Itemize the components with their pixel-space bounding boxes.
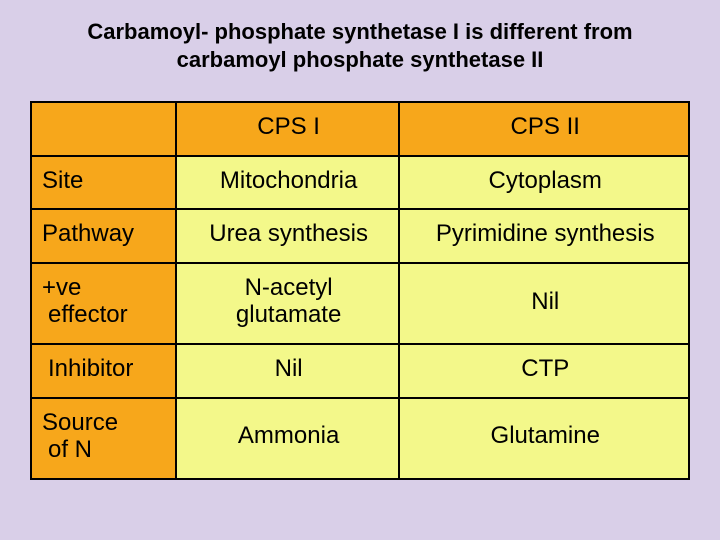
label-line: +ve [42,274,167,302]
table-row: Source of N Ammonia Glutamine [31,398,689,479]
row-label-effector: +ve effector [31,263,176,344]
row-label-source: Source of N [31,398,176,479]
header-cps1: CPS I [176,102,400,156]
cell: Pyrimidine synthesis [399,209,689,263]
table-row: Site Mitochondria Cytoplasm [31,156,689,210]
title-line-1: Carbamoyl- phosphate synthetase I is dif… [87,19,632,44]
cell: Ammonia [176,398,400,479]
row-label-pathway: Pathway [31,209,176,263]
table-row: Inhibitor Nil CTP [31,344,689,398]
cell: Glutamine [399,398,689,479]
label-line: of N [42,436,167,464]
table-row: +ve effector N-acetyl glutamate Nil [31,263,689,344]
header-blank [31,102,176,156]
cell: Nil [399,263,689,344]
header-cps2: CPS II [399,102,689,156]
cell: N-acetyl glutamate [176,263,400,344]
label-line: Source [42,409,167,437]
row-label-site: Site [31,156,176,210]
cell-line: glutamate [187,301,391,329]
cell: Nil [176,344,400,398]
slide-title: Carbamoyl- phosphate synthetase I is dif… [70,18,650,73]
cell: CTP [399,344,689,398]
title-line-2: carbamoyl phosphate synthetase II [177,47,544,72]
cell-line: N-acetyl [187,274,391,302]
table-header-row: CPS I CPS II [31,102,689,156]
table-row: Pathway Urea synthesis Pyrimidine synthe… [31,209,689,263]
cell: Mitochondria [176,156,400,210]
label-line: Inhibitor [42,355,167,383]
label-line: effector [42,301,167,329]
cell: Cytoplasm [399,156,689,210]
cell: Urea synthesis [176,209,400,263]
comparison-table: CPS I CPS II Site Mitochondria Cytoplasm… [30,101,690,480]
row-label-inhibitor: Inhibitor [31,344,176,398]
